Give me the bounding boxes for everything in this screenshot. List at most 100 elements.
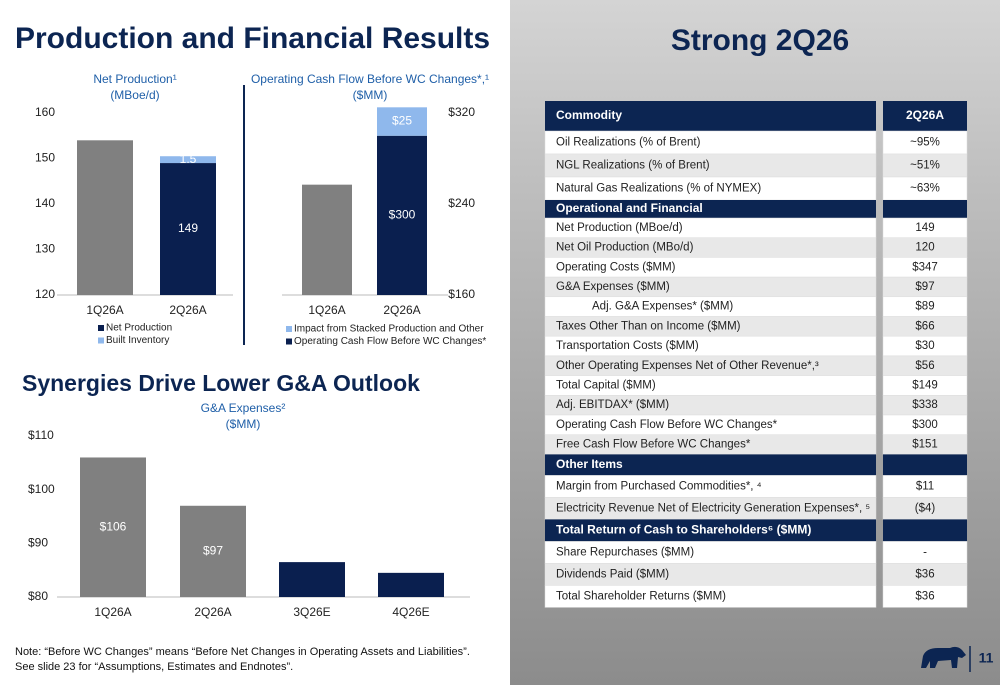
- note: Note: “Before WC Changes” means “Before …: [15, 646, 470, 658]
- row-value: $151: [912, 439, 938, 451]
- y-tick-label: $80: [28, 589, 48, 603]
- section-header: [545, 454, 876, 476]
- row-value: 120: [915, 242, 934, 254]
- data-label: 149: [178, 221, 198, 235]
- chart-subtitle: ($MM): [353, 88, 388, 102]
- row-value: $56: [915, 360, 934, 372]
- bear-logo: [921, 646, 966, 668]
- chart-subtitle: (MBoe/d): [110, 88, 159, 102]
- bar: [377, 107, 427, 136]
- row-label: Operating Cash Flow Before WC Changes*: [556, 419, 778, 431]
- bar: [377, 135, 427, 295]
- row-value: ~95%: [910, 137, 940, 149]
- legend-marker: [98, 337, 104, 344]
- title-right: Strong 2Q26: [671, 24, 849, 57]
- data-label: $106: [100, 519, 127, 533]
- section-header-text: Other Items: [556, 457, 623, 471]
- x-tick-label: 1Q26A: [308, 303, 345, 317]
- section-header-text: Operational and Financial: [556, 201, 703, 215]
- y-tick-label: $110: [28, 428, 54, 442]
- legend-marker: [98, 325, 104, 331]
- data-label: $25: [392, 114, 412, 128]
- x-tick-label: 3Q26E: [293, 605, 330, 619]
- legend-marker: [286, 326, 292, 332]
- title-left: Production and Financial Results: [15, 22, 490, 55]
- row-value: ~51%: [910, 160, 940, 172]
- section-title: Synergies Drive Lower G&A Outlook: [22, 370, 420, 396]
- y-tick-label: $320: [448, 105, 475, 119]
- section-header: [883, 519, 967, 542]
- bar: [77, 140, 133, 295]
- row-value: $347: [912, 261, 938, 273]
- x-tick-label: 1Q26A: [86, 303, 123, 317]
- section-header-text: Total Return of Cash to Shareholders⁶ ($…: [556, 523, 811, 537]
- section-header: [883, 200, 967, 218]
- chart-title: G&A Expenses²: [201, 401, 286, 415]
- table-row: [544, 585, 877, 608]
- row-value: $97: [915, 281, 934, 293]
- note: See slide 23 for “Assumptions, Estimates…: [15, 661, 293, 673]
- row-value: $149: [912, 379, 938, 391]
- row-label: Margin from Purchased Commodities*, ⁴: [556, 480, 762, 492]
- row-label: Operating Costs ($MM): [556, 261, 676, 273]
- section-header-text: 2Q26A: [906, 108, 944, 122]
- row-label: Total Shareholder Returns ($MM): [556, 590, 726, 602]
- row-value: $338: [912, 399, 938, 411]
- x-tick-label: 2Q26A: [383, 303, 420, 317]
- x-tick-label: 2Q26A: [194, 605, 231, 619]
- chart-title: Operating Cash Flow Before WC Changes*,¹: [251, 72, 489, 86]
- section-header: [883, 454, 967, 476]
- row-value: $66: [915, 320, 934, 332]
- bar: [279, 562, 345, 597]
- row-value: $36: [915, 590, 934, 602]
- y-tick-label: 120: [35, 287, 55, 301]
- row-label: Electricity Revenue Net of Electricity G…: [556, 502, 870, 514]
- x-tick-label: 4Q26E: [392, 605, 429, 619]
- y-tick-label: $160: [448, 287, 475, 301]
- row-value: $11: [916, 480, 934, 492]
- bar: [160, 156, 216, 164]
- row-label: Taxes Other Than on Income ($MM): [556, 320, 741, 332]
- bar: [80, 457, 146, 597]
- row-label: Net Oil Production (MBo/d): [556, 242, 694, 254]
- row-value: $89: [915, 301, 934, 313]
- y-tick-label: $100: [28, 482, 55, 496]
- page-number: 11: [979, 650, 994, 666]
- section-header: [545, 101, 876, 131]
- y-tick-label: 150: [35, 151, 55, 165]
- row-value: $300: [912, 419, 938, 431]
- row-label: Free Cash Flow Before WC Changes*: [556, 439, 751, 451]
- section-header: [545, 519, 876, 542]
- row-label: Total Capital ($MM): [556, 379, 656, 391]
- bar: [302, 184, 352, 295]
- y-tick-label: 130: [35, 242, 55, 256]
- table-row: [882, 585, 968, 608]
- bar: [160, 163, 216, 295]
- row-label: Adj. G&A Expenses* ($MM): [592, 301, 733, 313]
- data-label: $97: [203, 544, 223, 558]
- data-label: 1.5: [180, 152, 197, 166]
- data-label: $300: [389, 208, 416, 222]
- x-tick-label: 1Q26A: [94, 605, 131, 619]
- row-value: $36: [915, 568, 934, 580]
- bar: [180, 505, 246, 597]
- legend-marker: [286, 338, 292, 345]
- y-tick-label: $90: [28, 536, 48, 550]
- row-label: Other Operating Expenses Net of Other Re…: [556, 360, 819, 372]
- row-label: Natural Gas Realizations (% of NYMEX): [556, 183, 761, 195]
- chart-title: Net Production¹: [93, 72, 176, 86]
- row-value: -: [923, 546, 927, 558]
- row-label: Dividends Paid ($MM): [556, 568, 669, 580]
- x-tick-label: 2Q26A: [169, 303, 206, 317]
- legend-label: Built Inventory: [106, 335, 169, 346]
- legend-label: Operating Cash Flow Before WC Changes*: [294, 336, 486, 347]
- row-label: Adj. EBITDAX* ($MM): [556, 399, 669, 411]
- bar: [378, 572, 444, 597]
- section-header: [545, 200, 876, 218]
- section-header: [883, 101, 967, 131]
- row-label: NGL Realizations (% of Brent): [556, 160, 710, 172]
- row-label: Share Repurchases ($MM): [556, 546, 694, 558]
- chart-subtitle: ($MM): [226, 417, 261, 431]
- row-label: Transportation Costs ($MM): [556, 340, 699, 352]
